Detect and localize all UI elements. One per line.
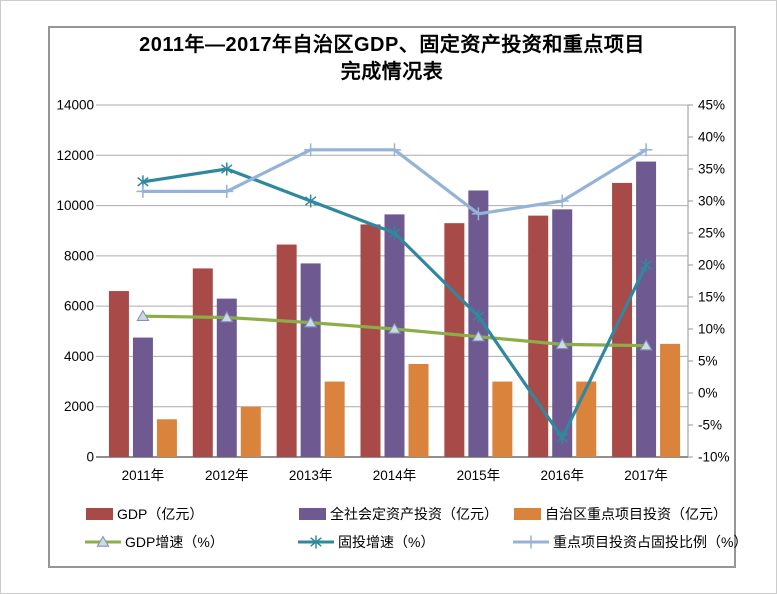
gdp-growth-line-swatch-icon	[84, 534, 122, 550]
gdp-bar-swatch-icon	[86, 508, 113, 520]
chart-title: 2011年—2017年自治区GDP、固定资产投资和重点项目 完成情况表	[49, 32, 735, 86]
legend-label-fixed-investment: 全社会定资产投资（亿元）	[330, 506, 498, 522]
legend-label-gdp-growth: GDP增速（%）	[125, 534, 224, 550]
legend-item-gdp: GDP（亿元）	[86, 504, 203, 524]
chart-title-line2: 完成情况表	[340, 61, 444, 83]
chart-title-line1: 2011年—2017年自治区GDP、固定资产投资和重点项目	[139, 34, 645, 56]
chart-border-box	[48, 26, 736, 568]
legend-label-ratio: 重点项目投资占固投比例（%）	[553, 534, 748, 550]
ratio-line-swatch-icon	[512, 534, 550, 550]
legend-item-investment-growth: 固投增速（%）	[297, 532, 434, 552]
investment-growth-line-swatch-icon	[297, 534, 335, 550]
legend-label-gdp: GDP（亿元）	[117, 506, 204, 522]
legend-label-investment-growth: 固投增速（%）	[338, 534, 435, 550]
fixed-investment-bar-swatch-icon	[299, 508, 326, 520]
legend-label-key-projects: 自治区重点项目投资（亿元）	[545, 506, 727, 522]
key-projects-bar-swatch-icon	[514, 508, 541, 520]
legend-item-gdp-growth: GDP增速（%）	[84, 532, 224, 552]
legend-item-ratio: 重点项目投资占固投比例（%）	[512, 532, 747, 552]
legend-item-key-projects: 自治区重点项目投资（亿元）	[514, 504, 727, 524]
legend-item-fixed-investment: 全社会定资产投资（亿元）	[299, 504, 498, 524]
